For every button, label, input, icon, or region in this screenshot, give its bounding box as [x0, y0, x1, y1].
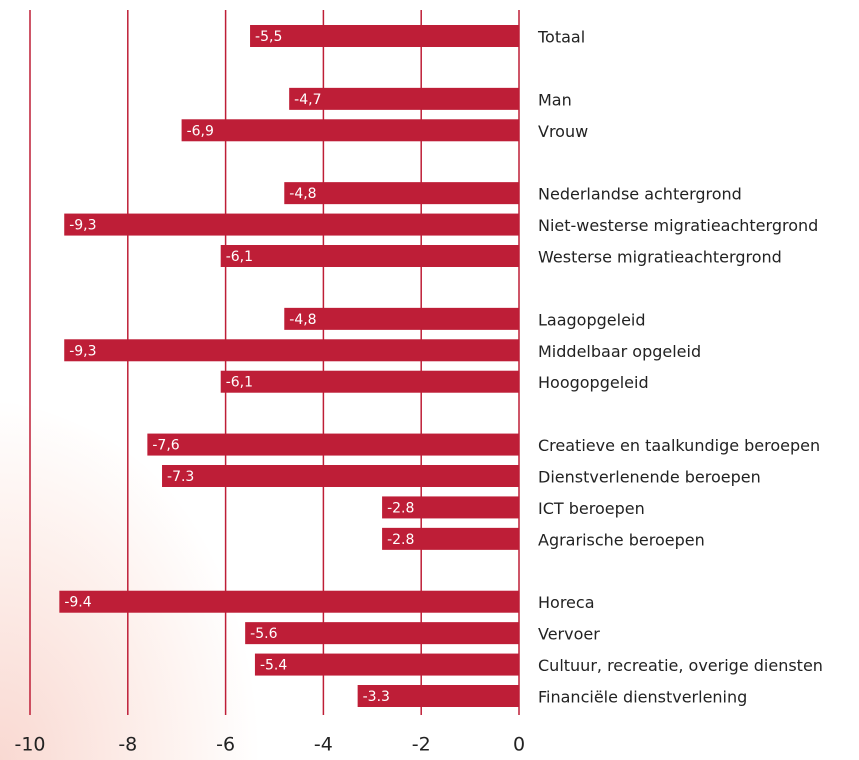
value-label: -7.3	[167, 469, 194, 485]
category-label: Niet-westerse migratieachtergrond	[538, 216, 818, 235]
category-label: Westerse migratieachtergrond	[538, 248, 782, 267]
bar	[220, 245, 519, 267]
category-label: Agrarische beroepen	[538, 530, 705, 549]
value-label: -9.4	[64, 595, 91, 611]
value-label: -5.4	[260, 658, 287, 674]
x-tick-label: 0	[513, 734, 525, 756]
category-label: Nederlandse achtergrond	[538, 185, 742, 204]
value-label: -9,3	[69, 343, 96, 359]
bar	[64, 213, 519, 236]
category-label: Dienstverlenende beroepen	[538, 468, 761, 487]
category-label: Vrouw	[538, 122, 588, 141]
value-label: -2.8	[387, 532, 414, 548]
x-tick-label: -10	[14, 734, 45, 756]
x-tick-label: -2	[412, 734, 431, 756]
bar	[357, 685, 519, 707]
value-label: -5.6	[250, 626, 277, 642]
category-label: ICT beroepen	[538, 499, 645, 518]
bar	[181, 119, 519, 142]
category-label: Man	[538, 90, 572, 109]
value-label: -5,5	[255, 29, 282, 45]
bar	[289, 87, 519, 110]
category-label: Laagopgeleid	[538, 310, 646, 329]
bar	[162, 465, 519, 487]
category-label: Totaal	[537, 28, 585, 47]
background-decoration	[0, 400, 260, 760]
bar	[382, 496, 519, 519]
bar	[147, 433, 520, 456]
value-label: -9,3	[69, 218, 96, 234]
value-label: -6,1	[226, 249, 253, 265]
value-label: -6,9	[187, 123, 214, 139]
bar	[250, 25, 520, 47]
x-tick-label: -8	[118, 734, 137, 756]
bar	[245, 622, 519, 645]
x-tick-label: -6	[216, 734, 235, 756]
category-label: Creatieve en taalkundige beroepen	[538, 436, 820, 455]
value-label: -3.3	[363, 689, 390, 705]
value-label: -7,6	[152, 438, 179, 454]
category-label: Financiële dienstverlening	[538, 688, 747, 707]
bar	[382, 527, 519, 550]
bar	[254, 653, 519, 676]
bar	[220, 370, 519, 393]
category-label: Vervoer	[538, 625, 600, 644]
value-label: -4,7	[294, 92, 321, 108]
category-label: Middelbaar opgeleid	[538, 342, 701, 361]
value-label: -2.8	[387, 500, 414, 516]
value-label: -4,8	[289, 186, 316, 202]
x-tick-label: -4	[314, 734, 333, 756]
bar	[64, 339, 519, 362]
category-label: Hoogopgeleid	[538, 373, 649, 392]
bar	[284, 307, 519, 330]
value-label: -6,1	[226, 375, 253, 391]
category-label: Horeca	[538, 593, 595, 612]
bar	[284, 182, 519, 205]
value-label: -4,8	[289, 312, 316, 328]
category-label: Cultuur, recreatie, overige diensten	[538, 656, 823, 675]
bar	[59, 590, 520, 613]
